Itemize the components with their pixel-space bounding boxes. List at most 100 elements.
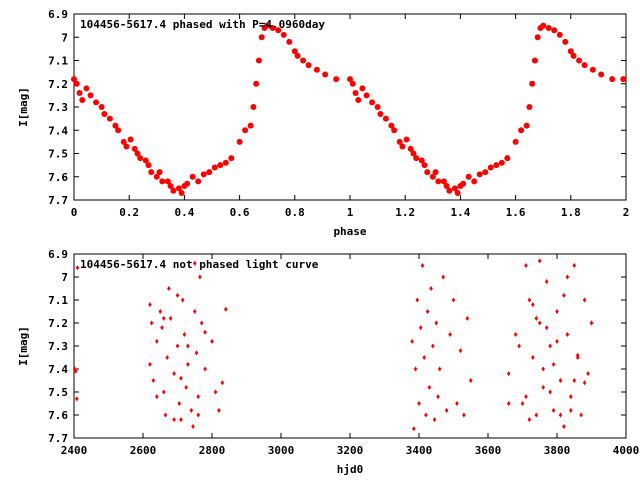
data-point [572, 378, 577, 383]
x-tick-label: 0 [71, 206, 78, 219]
y-tick-label: 7.3 [48, 101, 68, 114]
data-point [555, 338, 559, 344]
data-point [534, 412, 539, 418]
data-point [407, 145, 414, 152]
x-tick-label: 3600 [475, 444, 502, 457]
data-point [441, 274, 445, 280]
data-point [74, 396, 79, 402]
data-point [180, 297, 185, 303]
y-tick-label: 7.1 [48, 294, 68, 307]
x-tick-label: 0.4 [174, 206, 194, 219]
data-point [224, 306, 228, 312]
data-point [440, 178, 447, 185]
data-point [412, 426, 416, 432]
data-point [264, 22, 271, 29]
data-point [112, 122, 119, 129]
top-y-tick-labels: 6.9 7 7.1 7.2 7.3 7.4 7.5 7.6 7.7 [48, 8, 68, 207]
data-point [520, 401, 525, 406]
data-point [291, 48, 298, 55]
data-point [203, 329, 207, 335]
data-point [471, 178, 478, 185]
data-point [275, 27, 282, 34]
data-point [322, 71, 329, 78]
data-point [127, 136, 134, 143]
data-point [562, 38, 569, 45]
y-tick-label: 7.4 [48, 124, 68, 137]
data-point [167, 286, 171, 291]
x-tick-label: 3200 [337, 444, 364, 457]
data-point [175, 343, 180, 349]
y-tick-label: 6.9 [48, 8, 68, 21]
data-point [195, 178, 202, 185]
top-plot-title: 104456-5617.4 phased with P=4.0960day [80, 18, 325, 31]
data-point [184, 180, 191, 187]
data-point [541, 384, 545, 390]
data-point [523, 122, 530, 129]
data-point [541, 366, 545, 372]
data-point [417, 401, 421, 406]
data-point [194, 350, 199, 356]
data-point [548, 343, 552, 349]
data-point [582, 380, 587, 386]
data-point [581, 62, 588, 69]
data-point [429, 173, 436, 180]
data-point [179, 375, 183, 381]
data-point [189, 407, 194, 413]
top-x-tick-labels: 0 0.2 0.4 0.6 0.8 1 1.2 1.4 1.6 1.8 2 [71, 206, 630, 219]
data-point [403, 136, 410, 143]
data-point [189, 173, 196, 180]
data-point [458, 348, 463, 354]
data-point [436, 394, 440, 400]
data-point [396, 138, 403, 145]
y-tick-label: 7 [61, 271, 68, 284]
data-point [524, 394, 528, 400]
data-point [420, 263, 425, 268]
data-point [186, 343, 190, 349]
data-point [498, 159, 505, 166]
data-point [598, 71, 605, 78]
data-point [182, 332, 187, 337]
data-point [211, 164, 218, 171]
data-point [217, 162, 224, 169]
data-point [374, 104, 381, 110]
data-point [151, 378, 156, 383]
bottom-y-tick-labels: 6.9 7 7.1 7.2 7.3 7.4 7.5 7.6 7.7 [48, 248, 68, 445]
data-point [506, 371, 511, 377]
data-point [424, 169, 431, 176]
data-point [548, 389, 552, 395]
data-point [83, 85, 90, 92]
data-point [443, 183, 450, 190]
data-point [446, 187, 453, 194]
data-point [200, 171, 207, 178]
x-tick-label: 2800 [199, 444, 226, 457]
data-point [425, 309, 430, 314]
data-point [106, 115, 113, 122]
data-point [300, 57, 307, 64]
data-point [391, 127, 398, 134]
x-tick-label: 1 [347, 206, 354, 219]
bottom-x-tick-labels: 2400 2600 2800 3000 3200 3400 3600 3800 4000 [61, 444, 640, 457]
data-point [531, 302, 535, 308]
data-point [537, 258, 542, 264]
data-point [462, 412, 466, 418]
data-point [206, 169, 213, 176]
data-point [434, 320, 439, 326]
data-point [149, 320, 154, 326]
data-point [415, 297, 420, 303]
data-point [148, 302, 152, 308]
data-point [255, 57, 262, 64]
data-point [286, 38, 293, 45]
data-point [444, 407, 449, 413]
phased-light-curve-plot: 0 0.2 0.4 0.6 0.8 1 1.2 1.4 1.6 1.8 2 6.9 7 7.1 7.2 7.… [17, 8, 629, 238]
data-point [294, 52, 301, 59]
data-point [429, 286, 433, 291]
y-tick-label: 6.9 [48, 248, 68, 261]
data-point [565, 274, 570, 280]
data-point [178, 190, 185, 197]
data-point [170, 187, 177, 194]
data-point [575, 352, 580, 358]
data-point [424, 412, 428, 418]
data-point [98, 104, 105, 110]
y-tick-label: 7.1 [48, 55, 68, 68]
